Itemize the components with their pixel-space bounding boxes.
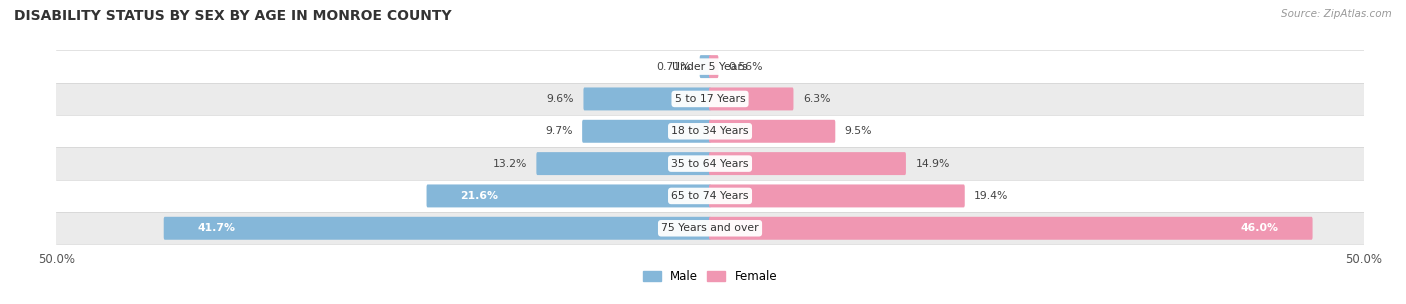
FancyBboxPatch shape — [56, 180, 1364, 212]
Text: 9.5%: 9.5% — [845, 126, 872, 136]
Text: 6.3%: 6.3% — [803, 94, 831, 104]
Text: 9.7%: 9.7% — [546, 126, 572, 136]
Text: 9.6%: 9.6% — [547, 94, 574, 104]
Text: Under 5 Years: Under 5 Years — [672, 62, 748, 72]
FancyBboxPatch shape — [709, 120, 835, 143]
FancyBboxPatch shape — [583, 88, 711, 110]
FancyBboxPatch shape — [700, 55, 711, 78]
FancyBboxPatch shape — [536, 152, 711, 175]
FancyBboxPatch shape — [56, 115, 1364, 147]
FancyBboxPatch shape — [56, 212, 1364, 244]
Text: 5 to 17 Years: 5 to 17 Years — [675, 94, 745, 104]
Text: 0.56%: 0.56% — [728, 62, 762, 72]
FancyBboxPatch shape — [709, 217, 1313, 240]
FancyBboxPatch shape — [709, 185, 965, 207]
FancyBboxPatch shape — [709, 152, 905, 175]
FancyBboxPatch shape — [709, 55, 718, 78]
Text: 18 to 34 Years: 18 to 34 Years — [671, 126, 749, 136]
Legend: Male, Female: Male, Female — [638, 266, 782, 288]
Text: 13.2%: 13.2% — [492, 159, 527, 169]
FancyBboxPatch shape — [163, 217, 711, 240]
Text: 19.4%: 19.4% — [974, 191, 1008, 201]
Text: Source: ZipAtlas.com: Source: ZipAtlas.com — [1281, 9, 1392, 19]
FancyBboxPatch shape — [56, 147, 1364, 180]
FancyBboxPatch shape — [709, 88, 793, 110]
FancyBboxPatch shape — [56, 83, 1364, 115]
Text: 41.7%: 41.7% — [197, 223, 235, 233]
Text: 21.6%: 21.6% — [460, 191, 498, 201]
FancyBboxPatch shape — [56, 50, 1364, 83]
Text: 65 to 74 Years: 65 to 74 Years — [671, 191, 749, 201]
Text: 35 to 64 Years: 35 to 64 Years — [671, 159, 749, 169]
Text: DISABILITY STATUS BY SEX BY AGE IN MONROE COUNTY: DISABILITY STATUS BY SEX BY AGE IN MONRO… — [14, 9, 451, 23]
FancyBboxPatch shape — [426, 185, 711, 207]
Text: 75 Years and over: 75 Years and over — [661, 223, 759, 233]
Text: 46.0%: 46.0% — [1241, 223, 1279, 233]
FancyBboxPatch shape — [582, 120, 711, 143]
Text: 0.71%: 0.71% — [655, 62, 690, 72]
Text: 14.9%: 14.9% — [915, 159, 949, 169]
